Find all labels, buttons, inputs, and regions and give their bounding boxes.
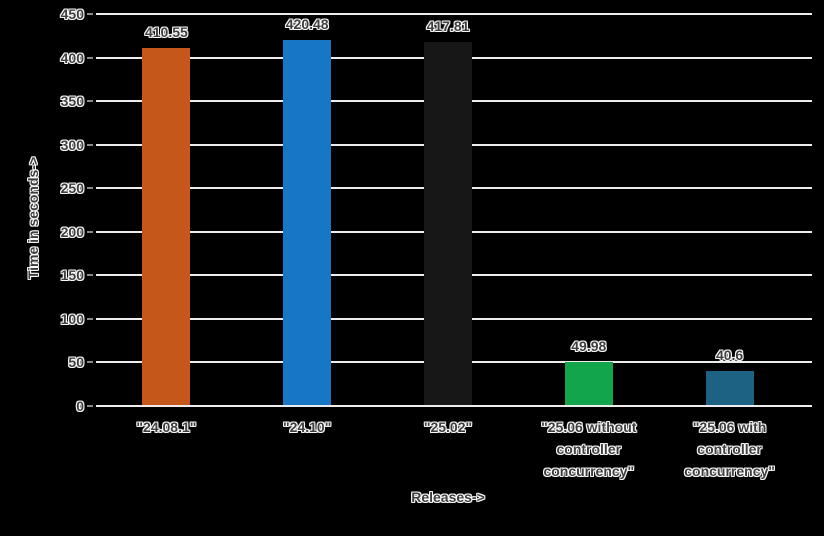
x-tick-label: "24.10" bbox=[283, 419, 332, 435]
bar-value-label: 410.55 bbox=[144, 24, 188, 41]
bar-value-label: 49.98 bbox=[571, 338, 607, 355]
gridline bbox=[96, 13, 812, 15]
x-tick-slot: "24.10" bbox=[237, 416, 378, 482]
bar-slot: 40.6 bbox=[659, 14, 800, 406]
x-tick-label: "25.06 without controller concurrency" bbox=[541, 419, 637, 479]
y-tick-label: 50 bbox=[68, 354, 84, 371]
bar-slots: 410.55 420.48 417.81 49.98 40.6 bbox=[96, 14, 800, 406]
y-tick-mark bbox=[87, 405, 93, 407]
y-tick-label: 300 bbox=[60, 136, 84, 153]
y-tick-mark bbox=[87, 100, 93, 103]
bar bbox=[423, 42, 472, 406]
y-tick-label: 400 bbox=[60, 49, 84, 66]
y-tick-label: 150 bbox=[60, 267, 84, 284]
x-tick-label: "24.08.1" bbox=[136, 419, 197, 435]
bar-slot: 420.48 bbox=[237, 14, 378, 406]
x-axis-title: Releases-> bbox=[411, 489, 485, 505]
y-axis-ticks: 0 50 100 150 200 250 300 350 400 450 bbox=[0, 6, 84, 414]
y-tick-label: 0 bbox=[76, 398, 84, 414]
gridline bbox=[96, 405, 812, 407]
bar bbox=[283, 39, 332, 406]
bar bbox=[705, 370, 754, 406]
y-tick-mark bbox=[87, 187, 93, 190]
x-tick-slot: "25.06 with controller concurrency" bbox=[659, 416, 800, 482]
y-tick-label: 250 bbox=[60, 180, 84, 197]
bar-value-label: 417.81 bbox=[426, 18, 470, 35]
x-tick-slot: "25.06 without controller concurrency" bbox=[518, 416, 659, 482]
y-tick-label: 450 bbox=[60, 6, 84, 22]
bar bbox=[564, 362, 613, 406]
y-tick-mark bbox=[87, 143, 93, 146]
y-tick-mark bbox=[87, 13, 93, 15]
y-tick-mark bbox=[87, 317, 93, 320]
x-axis-labels: "24.08.1" "24.10" "25.02" "25.06 without co… bbox=[96, 416, 800, 482]
y-tick-label: 100 bbox=[60, 310, 84, 327]
bar-slot: 410.55 bbox=[96, 14, 237, 406]
x-tick-slot: "25.02" bbox=[378, 416, 519, 482]
x-tick-slot: "24.08.1" bbox=[96, 416, 237, 482]
bar-value-label: 420.48 bbox=[285, 15, 329, 32]
x-tick-label: "25.02" bbox=[423, 419, 473, 435]
plot-area: 410.55 420.48 417.81 49.98 40.6 bbox=[87, 13, 812, 407]
bar-slot: 49.98 bbox=[518, 14, 659, 406]
y-tick-label: 200 bbox=[60, 223, 84, 240]
bar bbox=[142, 48, 191, 406]
bar-slot: 417.81 bbox=[378, 14, 519, 406]
y-tick-label: 350 bbox=[60, 93, 84, 110]
y-tick-mark bbox=[87, 274, 93, 277]
y-tick-mark bbox=[87, 361, 93, 364]
bar-value-label: 40.6 bbox=[715, 346, 744, 363]
x-tick-label: "25.06 with controller concurrency" bbox=[684, 419, 775, 479]
y-tick-mark bbox=[87, 56, 93, 59]
y-tick-mark bbox=[87, 230, 93, 233]
